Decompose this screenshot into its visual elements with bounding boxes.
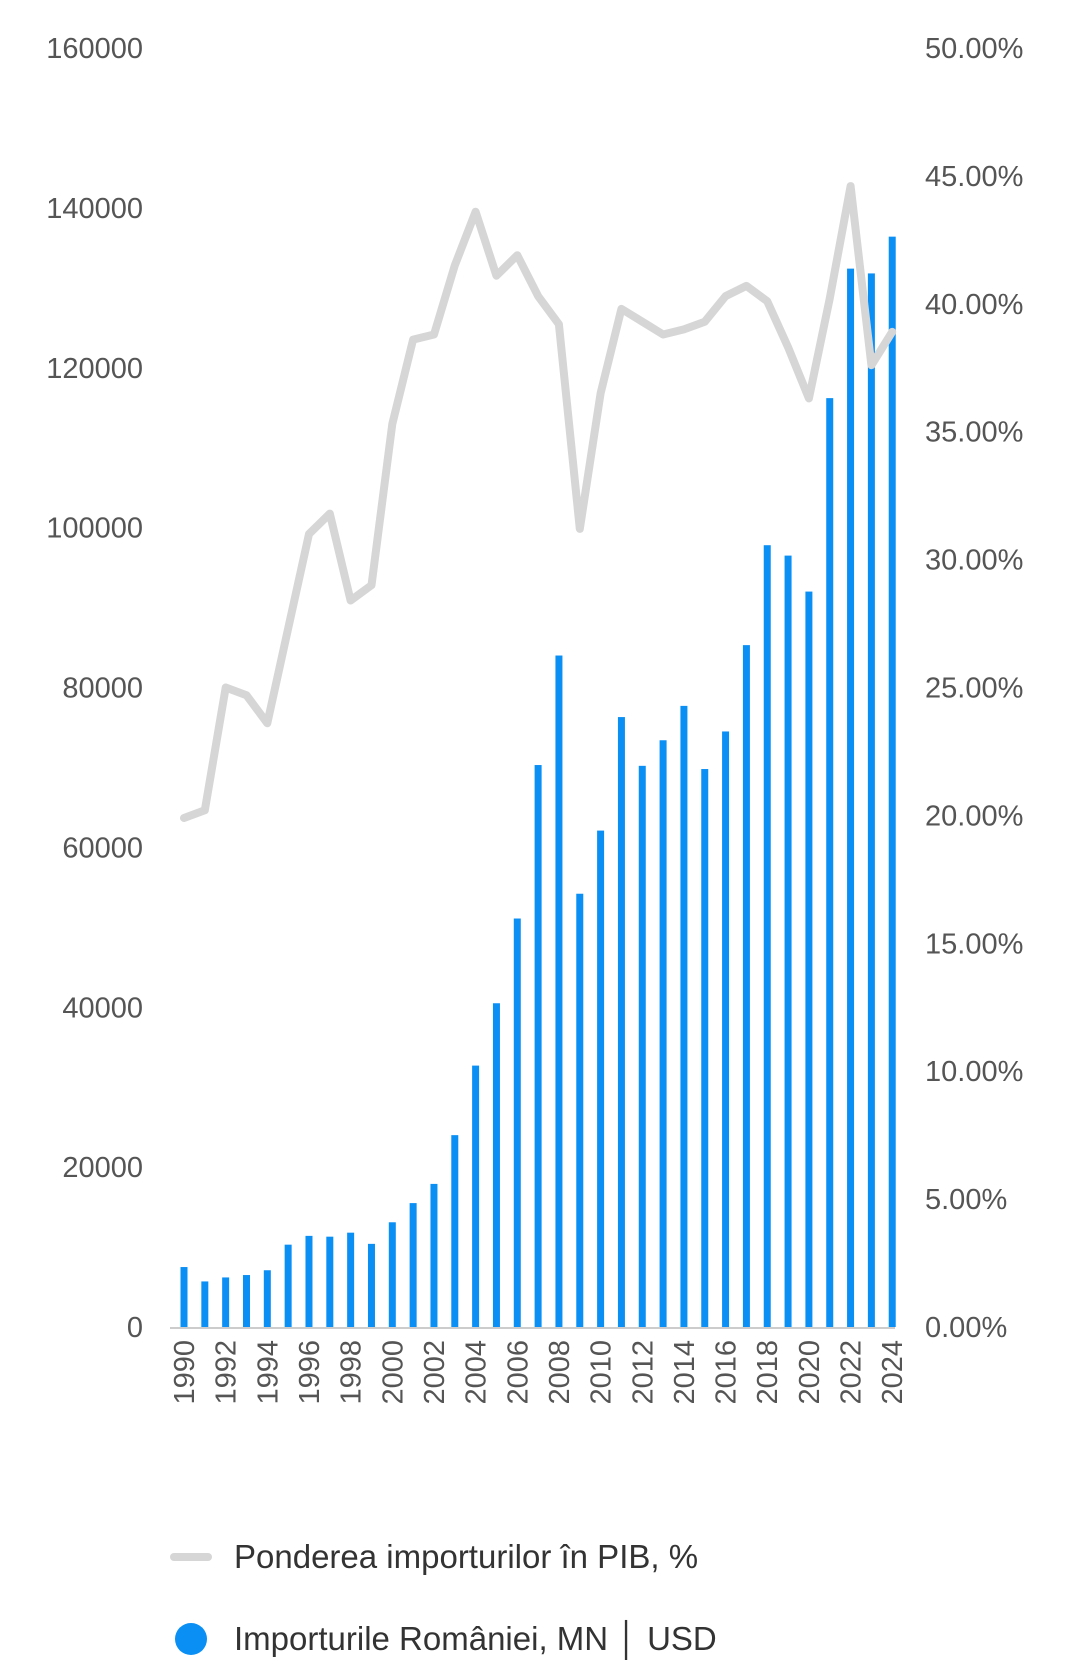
import-bar[interactable]: [430, 1183, 438, 1327]
import-bar[interactable]: [492, 1003, 500, 1327]
x-tick-label: 1992: [211, 1340, 243, 1405]
import-bar[interactable]: [222, 1277, 230, 1327]
import-bars: [180, 236, 896, 1328]
x-tick-label: 2016: [711, 1340, 743, 1405]
x-tick-label: 2006: [502, 1340, 534, 1405]
import-bar[interactable]: [680, 705, 688, 1327]
x-tick-label: 1996: [294, 1340, 326, 1405]
x-tick-label: 2014: [669, 1340, 701, 1405]
left-y-tick-label: 140000: [46, 193, 143, 225]
left-y-tick-label: 60000: [62, 832, 143, 864]
import-bar[interactable]: [659, 740, 667, 1327]
import-bar[interactable]: [847, 268, 855, 1328]
left-y-axis: 0 20000 40000 60000 80000 100000 120000 140000 1…: [46, 33, 143, 1344]
import-bar[interactable]: [347, 1232, 355, 1327]
right-y-tick-label: 15.00%: [925, 928, 1023, 960]
left-y-tick-label: 120000: [46, 353, 143, 385]
import-bar[interactable]: [451, 1135, 459, 1327]
legend-dot-swatch: [175, 1623, 207, 1655]
x-tick-label: 1994: [252, 1340, 284, 1405]
import-bar[interactable]: [305, 1235, 313, 1327]
import-bar[interactable]: [701, 769, 709, 1327]
import-bar[interactable]: [805, 591, 813, 1327]
x-tick-label: 2018: [752, 1340, 784, 1405]
left-y-tick-label: 40000: [62, 992, 143, 1024]
legend-item-imports[interactable]: Importurile României, MN │ USD: [170, 1620, 717, 1658]
left-y-tick-label: 160000: [46, 33, 143, 65]
import-bar[interactable]: [617, 717, 625, 1327]
import-bar[interactable]: [826, 398, 834, 1328]
legend-item-share[interactable]: Ponderea importurilor în PIB, %: [170, 1538, 698, 1576]
import-bar[interactable]: [534, 765, 542, 1327]
import-bar[interactable]: [367, 1243, 375, 1327]
x-tick-label: 2008: [544, 1340, 576, 1405]
left-y-tick-label: 0: [127, 1312, 143, 1344]
right-y-tick-label: 25.00%: [925, 673, 1023, 705]
x-tick-label: 1998: [336, 1340, 368, 1405]
import-bar[interactable]: [867, 273, 875, 1328]
x-tick-label: 2020: [794, 1340, 826, 1405]
x-tick-label: 2012: [627, 1340, 659, 1405]
right-y-tick-label: 45.00%: [925, 161, 1023, 193]
x-tick-label: 2024: [877, 1340, 909, 1405]
import-bar[interactable]: [784, 555, 792, 1327]
left-y-tick-label: 100000: [46, 513, 143, 545]
import-bar[interactable]: [409, 1203, 417, 1327]
right-y-tick-label: 0.00%: [925, 1312, 1007, 1344]
legend-label-share: Ponderea importurilor în PIB, %: [234, 1538, 699, 1575]
import-share-line: [180, 182, 897, 822]
right-y-tick-label: 5.00%: [925, 1184, 1007, 1216]
import-bar[interactable]: [555, 655, 563, 1327]
right-y-tick-label: 50.00%: [925, 33, 1023, 65]
import-bar[interactable]: [263, 1270, 271, 1327]
x-axis: 1990 1992 1994 1996 1998 2000 2002 2004 2006 2008…: [169, 1340, 909, 1405]
x-tick-label: 2010: [586, 1340, 618, 1405]
x-tick-label: 2002: [419, 1340, 451, 1405]
chart: 0 20000 40000 60000 80000 100000 120000 140000 1…: [46, 33, 1023, 1405]
import-bar[interactable]: [201, 1281, 209, 1327]
import-bar[interactable]: [472, 1065, 480, 1327]
right-y-axis: 0.00% 5.00% 10.00% 15.00% 20.00% 25.00% 30.00%…: [925, 33, 1023, 1344]
import-bar[interactable]: [284, 1244, 292, 1327]
right-y-tick-label: 30.00%: [925, 545, 1023, 577]
legend-label-imports: Importurile României, MN │ USD: [234, 1620, 717, 1657]
import-bar[interactable]: [388, 1222, 396, 1327]
import-bar[interactable]: [513, 918, 521, 1327]
right-y-tick-label: 10.00%: [925, 1056, 1023, 1088]
x-tick-label: 2000: [377, 1340, 409, 1405]
import-bar[interactable]: [180, 1267, 188, 1327]
import-bar[interactable]: [722, 731, 730, 1327]
import-bar[interactable]: [576, 893, 584, 1327]
import-bar[interactable]: [597, 830, 605, 1327]
import-bar[interactable]: [326, 1236, 334, 1327]
import-bar[interactable]: [742, 645, 750, 1327]
x-tick-label: 1990: [169, 1340, 201, 1405]
import-bar[interactable]: [242, 1275, 250, 1327]
right-y-tick-label: 20.00%: [925, 800, 1023, 832]
x-tick-label: 2004: [461, 1340, 493, 1405]
right-y-tick-label: 40.00%: [925, 289, 1023, 321]
import-bar[interactable]: [638, 765, 646, 1327]
x-tick-label: 2022: [836, 1340, 868, 1405]
legend-line-swatch: [170, 1553, 212, 1561]
import-bar[interactable]: [888, 236, 896, 1328]
left-y-tick-label: 80000: [62, 673, 143, 705]
right-y-tick-label: 35.00%: [925, 417, 1023, 449]
left-y-tick-label: 20000: [62, 1152, 143, 1184]
import-bar[interactable]: [763, 545, 771, 1327]
